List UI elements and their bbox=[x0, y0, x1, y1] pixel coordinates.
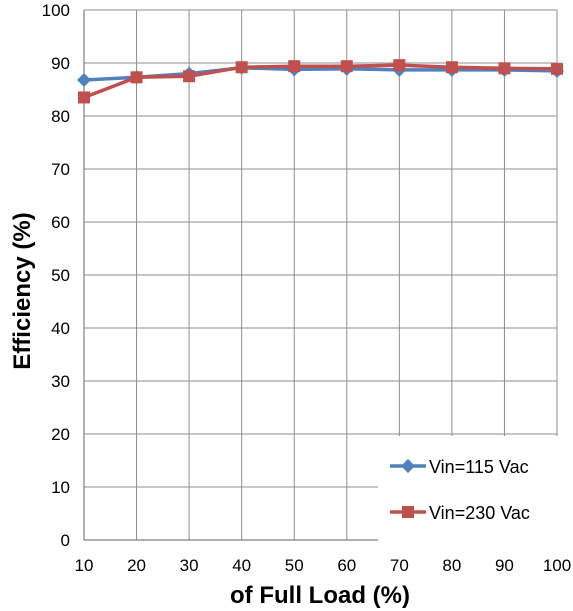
y-tick-label: 0 bbox=[61, 531, 70, 550]
y-tick-label: 100 bbox=[42, 1, 70, 20]
x-tick-label: 90 bbox=[495, 556, 514, 575]
x-tick-label: 30 bbox=[180, 556, 199, 575]
x-tick-label: 50 bbox=[285, 556, 304, 575]
data-point-square bbox=[445, 61, 458, 74]
y-tick-label: 90 bbox=[51, 54, 70, 73]
data-point-diamond bbox=[77, 72, 91, 87]
data-point-square bbox=[235, 61, 248, 74]
x-tick-label: 40 bbox=[232, 556, 251, 575]
legend-label-vin-115: Vin=115 Vac bbox=[429, 457, 529, 477]
y-tick-label: 20 bbox=[51, 425, 70, 444]
data-point-square bbox=[288, 60, 301, 73]
series-markers bbox=[77, 59, 564, 104]
data-point-square bbox=[393, 59, 406, 72]
x-tick-label: 80 bbox=[442, 556, 461, 575]
y-tick-label: 10 bbox=[51, 478, 70, 497]
y-tick-label: 30 bbox=[51, 372, 70, 391]
data-point-square bbox=[183, 70, 196, 83]
data-point-square bbox=[340, 60, 353, 73]
legend-background bbox=[378, 436, 560, 554]
x-tick-label: 100 bbox=[543, 556, 571, 575]
y-tick-label: 80 bbox=[51, 107, 70, 126]
x-tick-label: 20 bbox=[127, 556, 146, 575]
y-axis-title: Efficiency (%) bbox=[9, 212, 36, 369]
legend: Vin=115 Vac Vin=230 Vac bbox=[378, 436, 560, 554]
legend-marker-diamond bbox=[401, 459, 415, 473]
x-tick-labels: 10 20 30 40 50 60 70 80 90 100 bbox=[75, 556, 572, 575]
y-tick-label: 60 bbox=[51, 213, 70, 232]
x-tick-label: 10 bbox=[75, 556, 94, 575]
y-tick-label: 70 bbox=[51, 160, 70, 179]
y-tick-label: 40 bbox=[51, 319, 70, 338]
legend-label-vin-230: Vin=230 Vac bbox=[429, 503, 530, 523]
x-tick-label: 70 bbox=[390, 556, 409, 575]
x-axis-title: of Full Load (%) bbox=[230, 582, 410, 609]
data-point-square bbox=[78, 91, 90, 104]
series-line-1 bbox=[83, 63, 558, 100]
x-tick-label: 60 bbox=[337, 556, 356, 575]
data-point-square bbox=[551, 62, 563, 75]
y-tick-label: 50 bbox=[51, 266, 70, 285]
legend-marker-square bbox=[402, 506, 414, 518]
series-lines bbox=[83, 63, 558, 100]
data-point-square bbox=[130, 71, 143, 84]
y-tick-labels: 0 10 20 30 40 50 60 70 80 90 100 bbox=[42, 1, 70, 550]
data-point-square bbox=[498, 62, 511, 75]
